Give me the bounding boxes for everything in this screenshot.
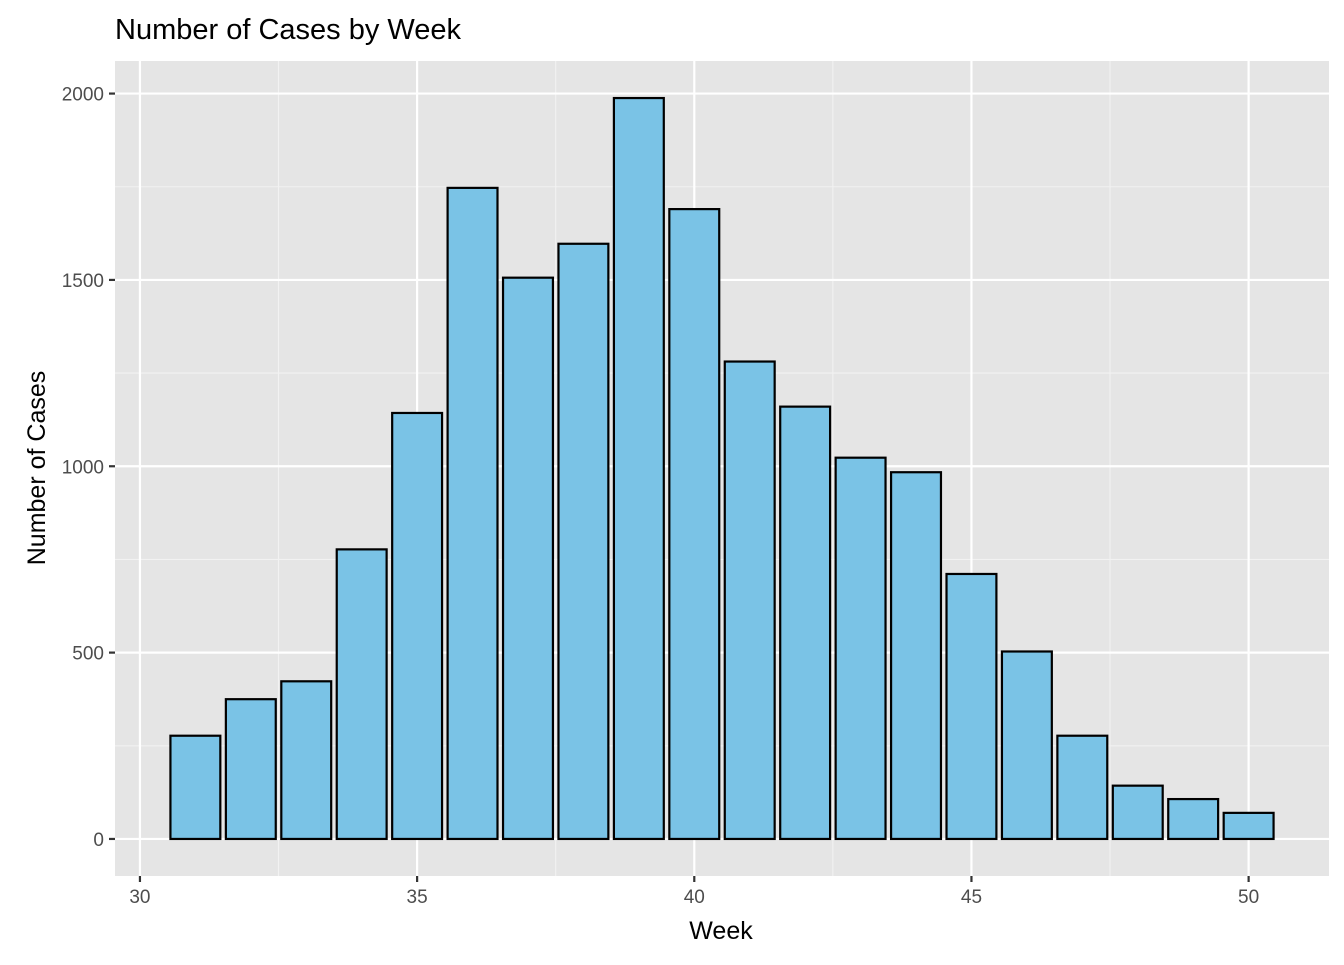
y-tick-label: 1000 xyxy=(62,457,104,478)
bar-week-31 xyxy=(169,734,222,841)
bar-week-44 xyxy=(889,471,943,841)
y-axis: 0 500 1000 1500 2000 xyxy=(62,85,115,851)
minor-gridlines xyxy=(115,61,1329,876)
x-tick-label: 40 xyxy=(684,887,705,908)
bar-week-32 xyxy=(224,698,277,841)
bar-week-42 xyxy=(779,405,832,841)
bars xyxy=(169,96,1275,841)
x-axis-title: Week xyxy=(689,917,753,945)
x-tick-label: 35 xyxy=(407,887,428,908)
bar-week-48 xyxy=(1111,784,1164,841)
bar-week-36 xyxy=(446,186,499,841)
bar-week-40 xyxy=(668,208,721,841)
bar-week-34 xyxy=(335,548,388,841)
y-tick-label: 0 xyxy=(93,830,104,851)
x-tick-label: 30 xyxy=(129,887,150,908)
bar-week-49 xyxy=(1167,797,1220,841)
bar-week-47 xyxy=(1056,734,1109,841)
y-tick-label: 500 xyxy=(72,644,104,665)
x-tick-label: 45 xyxy=(961,887,982,908)
x-tick-label: 50 xyxy=(1238,887,1259,908)
bar-week-41 xyxy=(723,360,776,841)
bar-week-46 xyxy=(1000,650,1053,841)
bar-week-37 xyxy=(501,276,555,841)
bar-week-38 xyxy=(557,242,610,841)
y-tick-label: 1500 xyxy=(62,271,104,292)
x-axis: 30 35 40 45 50 xyxy=(129,876,1259,908)
bar-week-35 xyxy=(391,411,444,841)
bar-week-43 xyxy=(834,456,887,841)
y-axis-title: Number of Cases xyxy=(23,371,51,566)
y-tick-label: 2000 xyxy=(62,85,104,106)
bar-week-45 xyxy=(945,572,998,841)
bar-week-50 xyxy=(1222,811,1275,841)
bar-week-33 xyxy=(280,680,333,841)
bar-week-39 xyxy=(612,96,665,841)
chart-title: Number of Cases by Week xyxy=(115,14,461,46)
